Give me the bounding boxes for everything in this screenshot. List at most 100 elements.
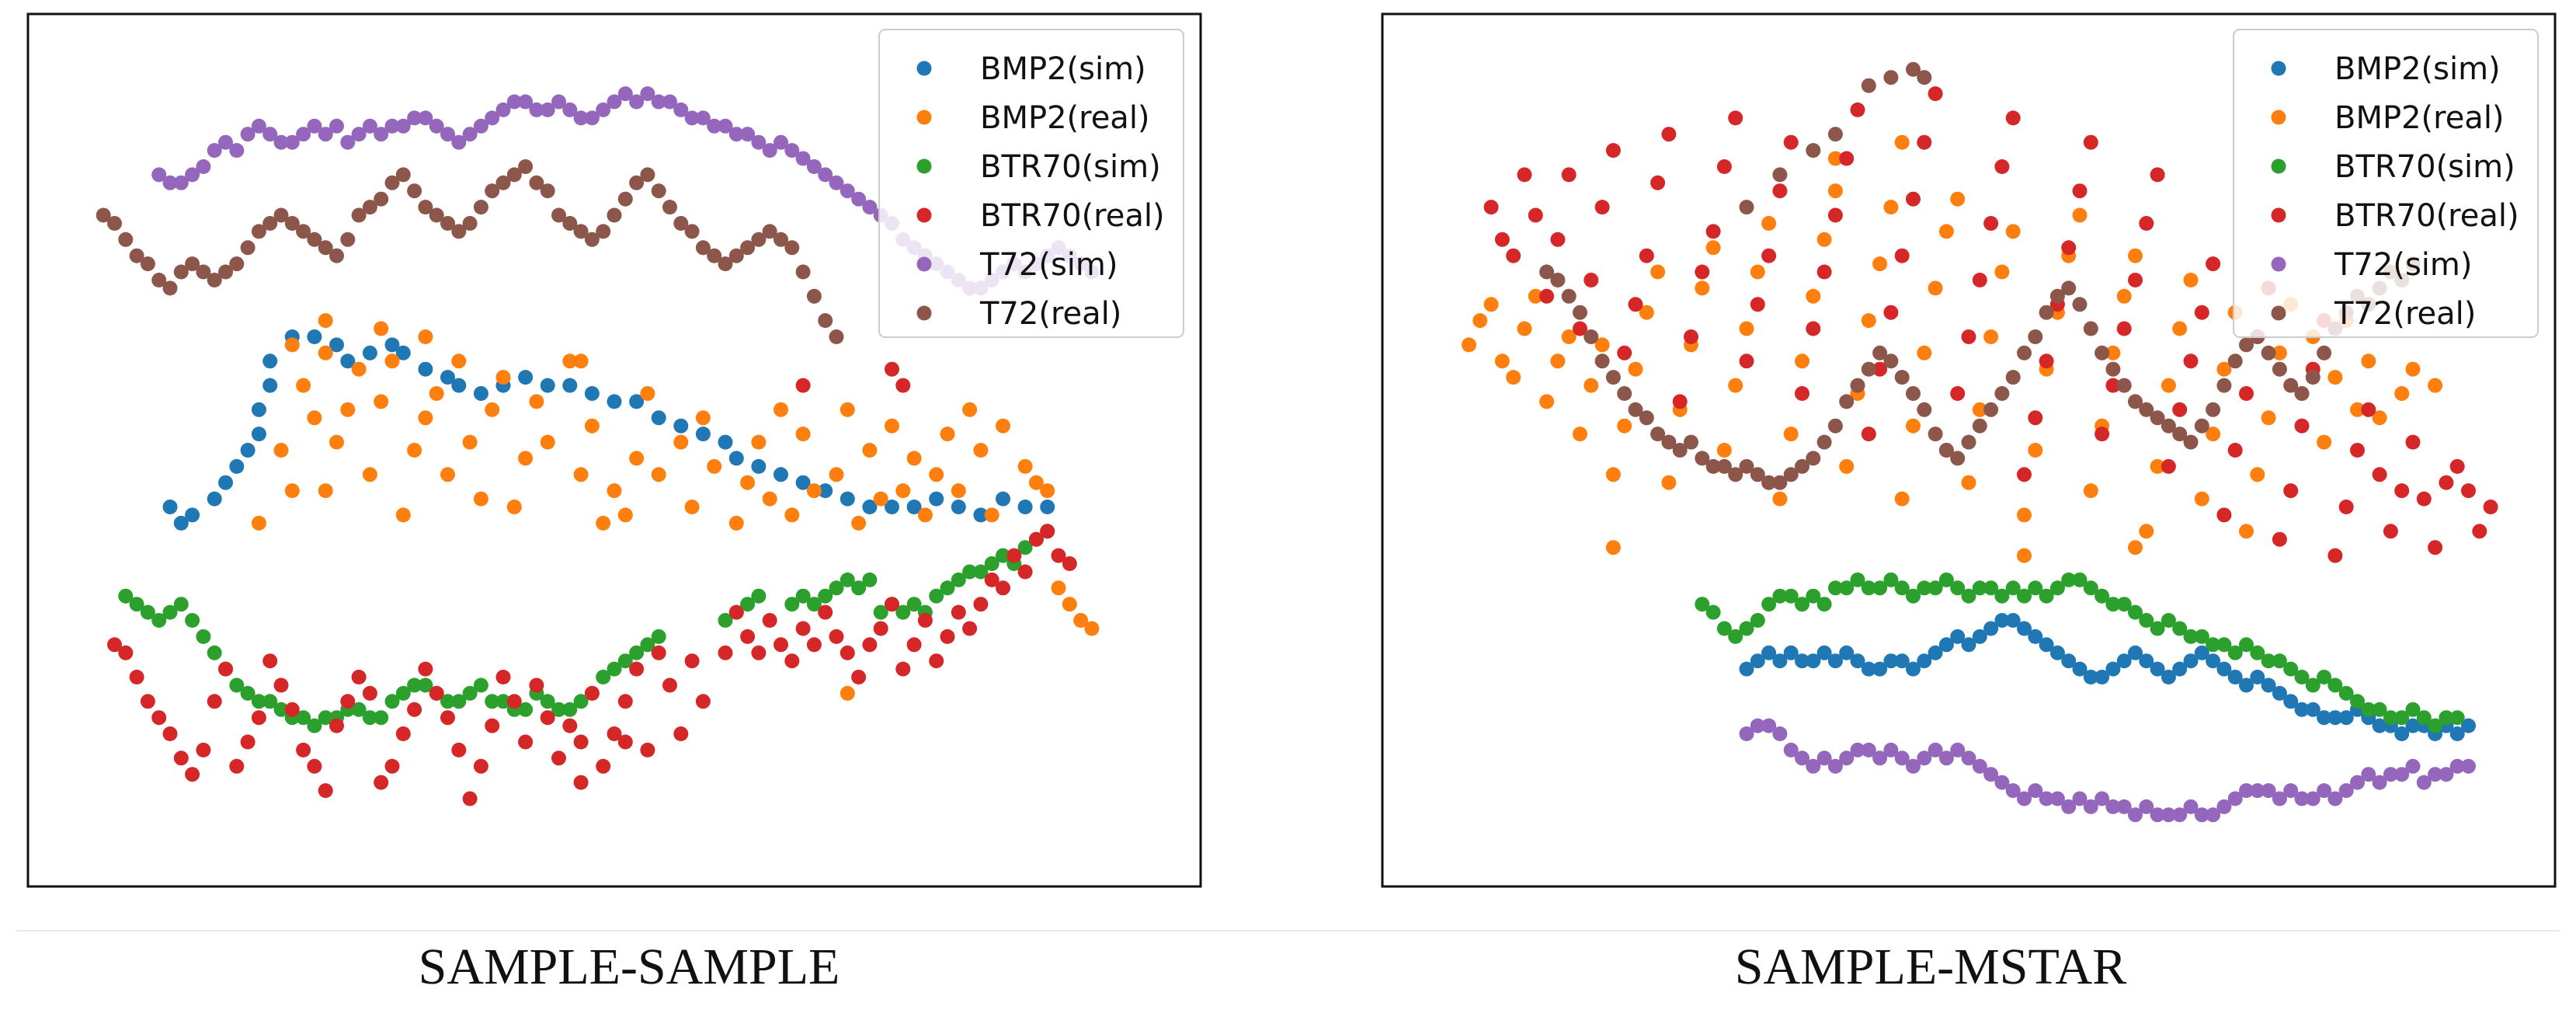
data-point: [2028, 329, 2043, 344]
data-point: [2105, 378, 2121, 393]
data-point: [340, 134, 356, 150]
data-point: [573, 110, 589, 126]
data-point: [596, 102, 611, 117]
data-point: [1938, 751, 1954, 766]
data-point: [2239, 337, 2254, 353]
data-point: [2028, 443, 2043, 458]
data-point: [2439, 767, 2454, 782]
data-point: [1894, 751, 1910, 766]
data-point: [240, 127, 256, 142]
data-point: [929, 467, 944, 482]
data-point: [573, 467, 589, 482]
data-point: [617, 86, 633, 102]
data-point: [384, 694, 400, 709]
series-1: [1739, 613, 2476, 741]
data-point: [818, 604, 833, 620]
data-point: [1628, 297, 1643, 312]
data-point: [1994, 588, 2010, 604]
data-point: [1883, 572, 1899, 587]
data-point: [728, 451, 744, 466]
data-point: [2227, 670, 2243, 684]
data-point: [218, 661, 233, 677]
data-point: [1650, 175, 1666, 190]
data-point: [2250, 467, 2265, 482]
data-point: [229, 458, 245, 474]
data-point: [296, 378, 311, 393]
data-point: [2206, 653, 2221, 669]
data-point: [1938, 572, 1954, 587]
data-point: [607, 661, 622, 677]
data-point: [1839, 458, 1855, 474]
data-point: [395, 507, 411, 523]
data-point: [984, 556, 999, 571]
data-point: [518, 370, 534, 385]
data-point: [1528, 207, 1543, 223]
data-point: [196, 264, 211, 280]
data-point: [2194, 491, 2209, 507]
data-point: [2317, 345, 2332, 360]
data-point: [418, 661, 433, 677]
data-point: [1850, 653, 1865, 669]
data-point: [851, 580, 867, 596]
data-point: [1972, 402, 1987, 417]
data-point: [485, 110, 500, 126]
data-point: [617, 507, 633, 523]
data-point: [2183, 273, 2199, 287]
data-point: [1950, 451, 1966, 466]
data-point: [773, 402, 788, 417]
data-point: [1972, 580, 1987, 596]
data-point: [617, 653, 633, 669]
data-point: [2072, 297, 2088, 312]
data-point: [2216, 507, 2232, 523]
data-point: [2194, 418, 2209, 434]
data-point: [1906, 661, 1921, 677]
series-1: [162, 329, 1055, 531]
data-point: [751, 134, 767, 150]
data-point: [1605, 540, 1621, 556]
data-point: [284, 134, 300, 150]
data-point: [651, 629, 666, 644]
data-point: [384, 175, 400, 190]
data-point: [1772, 183, 1788, 199]
data-point: [773, 134, 788, 150]
data-point: [573, 734, 589, 750]
data-point: [929, 653, 944, 669]
data-point: [873, 621, 888, 636]
data-point: [607, 207, 622, 223]
data-point: [1672, 394, 1688, 409]
data-point: [2049, 288, 2065, 304]
data-point: [1961, 434, 1976, 450]
series-6: [96, 159, 844, 344]
data-point: [718, 118, 733, 134]
data-point: [2227, 791, 2243, 806]
data-point: [707, 118, 722, 134]
data-point: [684, 224, 700, 239]
data-point: [495, 670, 511, 684]
data-point: [2338, 500, 2354, 514]
data-point: [129, 248, 144, 263]
data-point: [340, 354, 356, 369]
data-point: [185, 507, 200, 523]
data-point: [2394, 483, 2410, 499]
data-point: [429, 685, 444, 701]
data-point: [1883, 742, 1899, 758]
data-point: [251, 402, 266, 417]
data-point: [2272, 361, 2287, 377]
data-point: [2028, 629, 2043, 644]
data-point: [2017, 548, 2032, 563]
data-point: [1806, 653, 1821, 669]
data-point: [1739, 321, 1754, 336]
data-point: [840, 685, 855, 701]
data-point: [1861, 313, 1876, 329]
data-point: [1994, 613, 2010, 628]
data-point: [806, 637, 822, 653]
data-point: [795, 621, 811, 636]
data-point: [529, 102, 544, 117]
data-point: [262, 354, 278, 369]
legend-label: BTR70(sim): [2334, 149, 2515, 185]
data-point: [418, 361, 433, 377]
data-point: [629, 175, 645, 190]
data-point: [2116, 378, 2132, 393]
legend-label: T72(real): [2334, 296, 2476, 332]
legend-marker: [2271, 207, 2286, 223]
